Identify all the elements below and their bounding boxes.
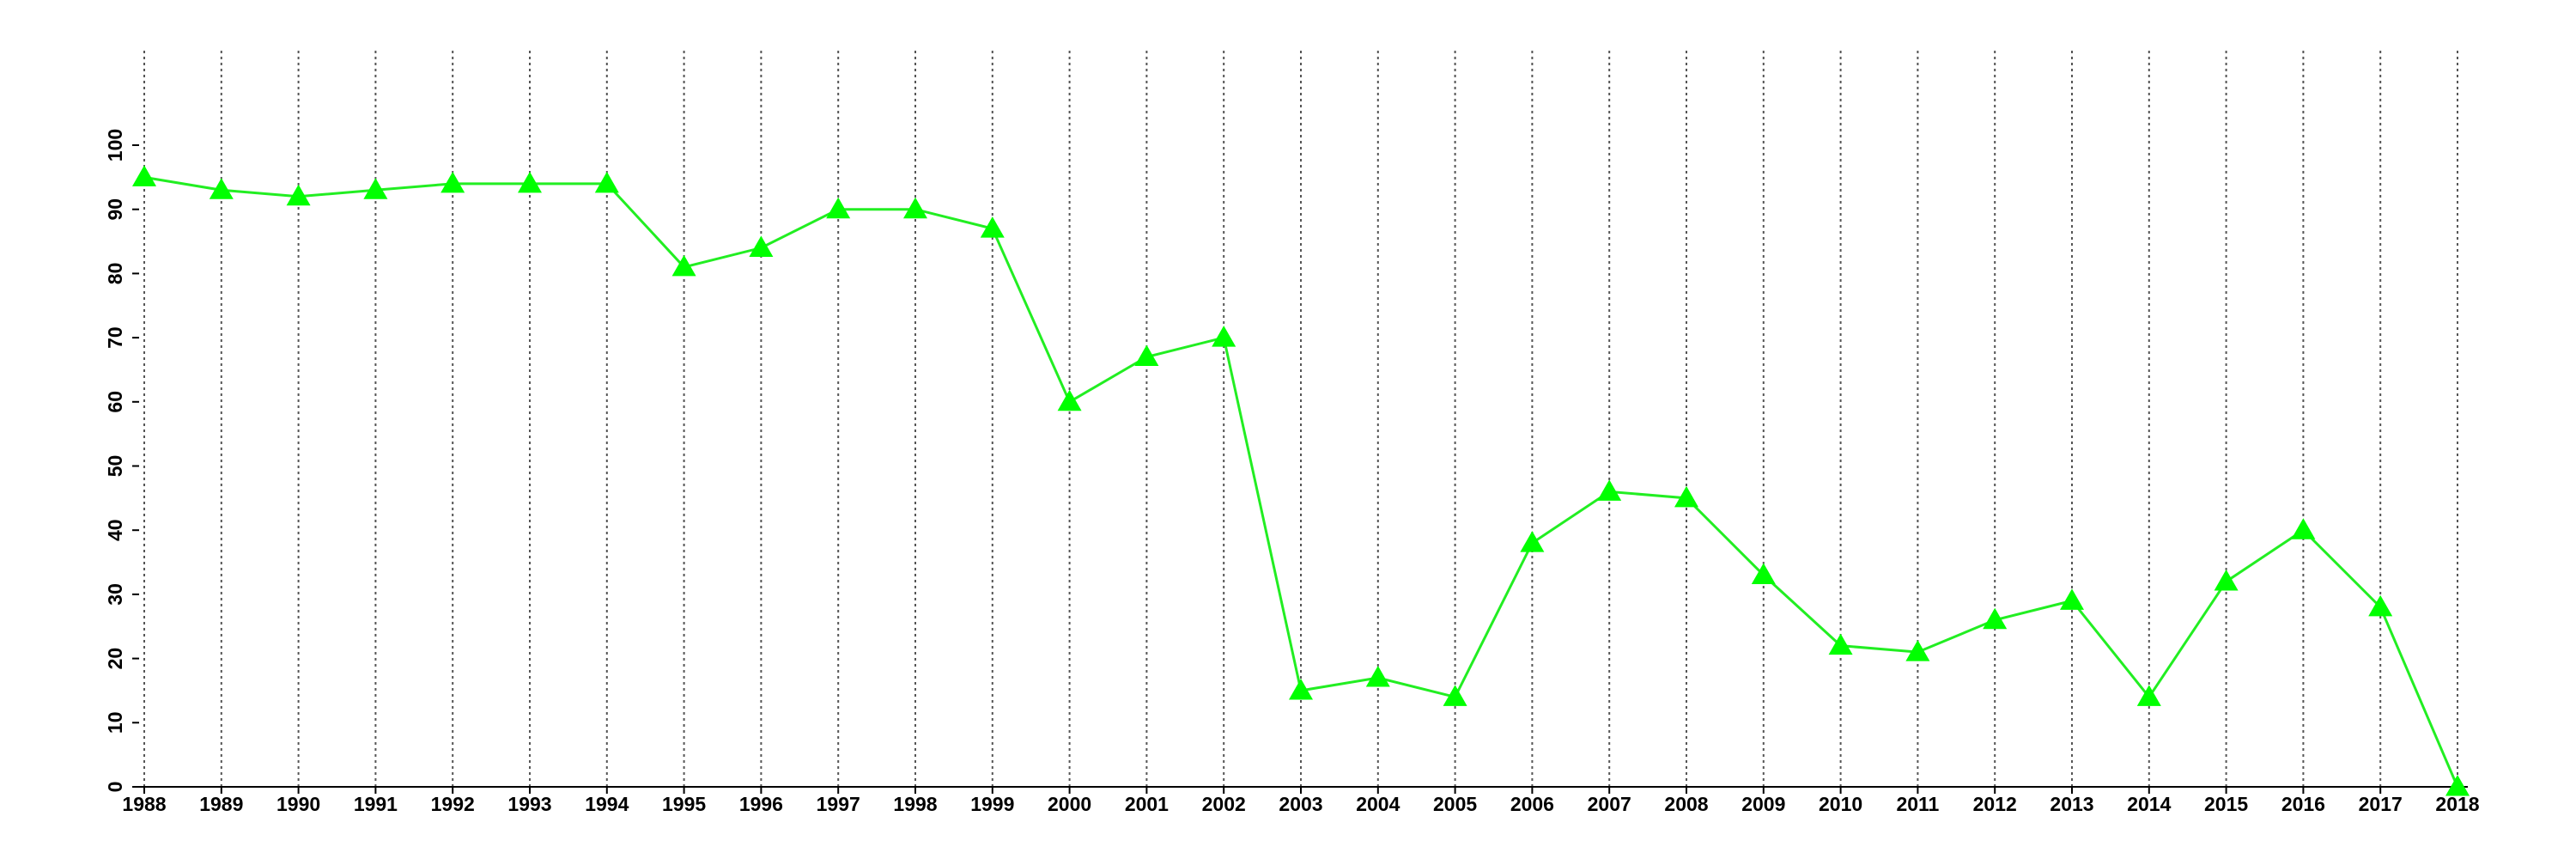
x-tick-label: 2018: [2435, 793, 2479, 815]
data-marker: [1520, 531, 1545, 552]
data-marker: [1905, 640, 1930, 661]
x-tick-label: 2001: [1125, 793, 1169, 815]
x-tick-label: 2004: [1356, 793, 1400, 815]
y-tick-label: 60: [104, 391, 126, 413]
data-marker: [1443, 685, 1467, 706]
x-tick-label: 2003: [1279, 793, 1322, 815]
x-tick-label: 1992: [431, 793, 475, 815]
y-tick-label: 50: [104, 455, 126, 478]
x-tick-label: 1996: [739, 793, 783, 815]
data-marker: [2060, 588, 2084, 610]
x-tick-label: 1991: [354, 793, 398, 815]
data-marker: [594, 171, 619, 193]
data-marker: [286, 184, 311, 206]
data-marker: [1983, 607, 2008, 630]
x-tick-label: 2009: [1741, 793, 1785, 815]
data-marker: [363, 178, 388, 199]
data-marker: [1289, 678, 1313, 700]
data-marker: [2214, 569, 2239, 591]
x-tick-label: 2010: [1819, 793, 1862, 815]
data-marker: [1674, 485, 1698, 508]
x-tick-label: 2017: [2359, 793, 2403, 815]
data-marker: [2445, 775, 2470, 796]
x-tick-label: 2012: [1973, 793, 2017, 815]
y-tick-label: 40: [104, 519, 126, 541]
x-tick-label: 2002: [1202, 793, 1246, 815]
data-marker: [132, 165, 156, 186]
data-marker: [749, 235, 774, 258]
data-marker: [903, 197, 927, 219]
x-tick-label: 2016: [2281, 793, 2325, 815]
data-marker: [2136, 685, 2161, 706]
x-tick-label: 1997: [817, 793, 860, 815]
data-marker: [1365, 666, 1390, 687]
x-tick-label: 1994: [585, 793, 629, 815]
data-marker: [2291, 518, 2316, 539]
data-marker: [440, 171, 465, 193]
data-marker: [1597, 479, 1622, 501]
x-tick-label: 1988: [122, 793, 166, 815]
data-marker: [826, 197, 851, 219]
data-marker: [671, 254, 696, 277]
x-tick-label: 2005: [1433, 793, 1477, 815]
x-tick-label: 1990: [276, 793, 320, 815]
y-tick-label: 70: [104, 326, 126, 349]
data-marker: [1828, 633, 1853, 655]
x-tick-label: 2008: [1664, 793, 1708, 815]
data-marker: [980, 216, 1005, 238]
x-tick-label: 2006: [1510, 793, 1554, 815]
data-marker: [518, 171, 542, 193]
x-tick-label: 2011: [1896, 793, 1939, 815]
data-marker: [209, 178, 234, 199]
data-marker: [1057, 389, 1082, 411]
data-marker: [1134, 344, 1159, 367]
data-marker: [1212, 326, 1236, 347]
data-marker: [1751, 563, 1776, 584]
data-marker: [2368, 594, 2393, 617]
y-tick-label: 90: [104, 198, 126, 221]
x-tick-label: 1995: [662, 793, 706, 815]
x-tick-label: 2000: [1048, 793, 1091, 815]
x-tick-label: 2013: [2050, 793, 2093, 815]
x-tick-label: 1993: [507, 793, 551, 815]
y-tick-label: 80: [104, 263, 126, 285]
x-tick-label: 2007: [1588, 793, 1631, 815]
x-tick-label: 2015: [2204, 793, 2248, 815]
x-tick-label: 1998: [893, 793, 937, 815]
y-tick-label: 10: [104, 712, 126, 734]
y-tick-label: 100: [104, 129, 126, 161]
x-tick-label: 1999: [970, 793, 1014, 815]
x-tick-label: 1989: [199, 793, 243, 815]
y-tick-label: 0: [104, 782, 126, 793]
y-tick-label: 20: [104, 648, 126, 670]
x-tick-label: 2014: [2127, 793, 2171, 815]
y-tick-label: 30: [104, 583, 126, 606]
